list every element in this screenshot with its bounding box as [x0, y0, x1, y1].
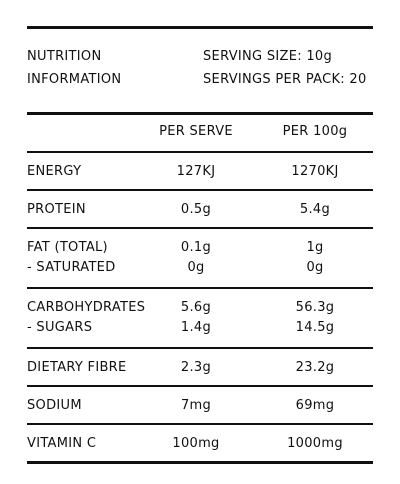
nutrient-value: 5.4g [299, 202, 331, 217]
row-rule [27, 189, 373, 191]
nutrient-value: 56.3g [295, 300, 335, 315]
row-rule [27, 347, 373, 349]
title-line: NUTRITION [27, 49, 102, 64]
nutrient-value: 0.5g [180, 202, 212, 217]
nutrient-value: 1g [306, 240, 324, 255]
header-rule [27, 112, 373, 115]
nutrient-value: 5.6g [180, 300, 212, 315]
nutrient-label: - SATURATED [27, 260, 116, 275]
top-rule [27, 26, 373, 29]
nutrient-value: 1270KJ [291, 164, 339, 179]
row-rule [27, 227, 373, 229]
nutrient-value: 0g [187, 260, 205, 275]
servings-per-pack: SERVINGS PER PACK: 20 [203, 72, 367, 87]
nutrient-label: SODIUM [27, 398, 82, 413]
title-line: INFORMATION [27, 72, 122, 87]
nutrient-label: DIETARY FIBRE [27, 360, 127, 375]
nutrient-value: 14.5g [295, 320, 335, 335]
nutrient-value: 127KJ [176, 164, 216, 179]
nutrient-label: - SUGARS [27, 320, 93, 335]
bottom-rule [27, 461, 373, 464]
nutrient-value: 0.1g [180, 240, 212, 255]
nutrient-label: CARBOHYDRATES [27, 300, 146, 315]
row-rule [27, 287, 373, 289]
row-rule [27, 151, 373, 153]
nutrient-label: ENERGY [27, 164, 82, 179]
nutrient-label: PROTEIN [27, 202, 86, 217]
nutrient-value: 69mg [295, 398, 335, 413]
nutrient-value: 0g [306, 260, 324, 275]
nutrient-value: 23.2g [295, 360, 335, 375]
nutrient-value: 2.3g [180, 360, 212, 375]
nutrient-label: FAT (TOTAL) [27, 240, 108, 255]
nutrient-value: 100mg [172, 436, 220, 451]
serving-size: SERVING SIZE: 10g [203, 49, 333, 64]
nutrient-label: VITAMIN C [27, 436, 97, 451]
row-rule [27, 385, 373, 387]
nutrient-value: 1.4g [180, 320, 212, 335]
column-header: PER 100g [282, 124, 348, 139]
nutrient-value: 1000mg [287, 436, 343, 451]
nutrient-value: 7mg [180, 398, 212, 413]
column-header: PER SERVE [159, 124, 233, 139]
row-rule [27, 423, 373, 425]
